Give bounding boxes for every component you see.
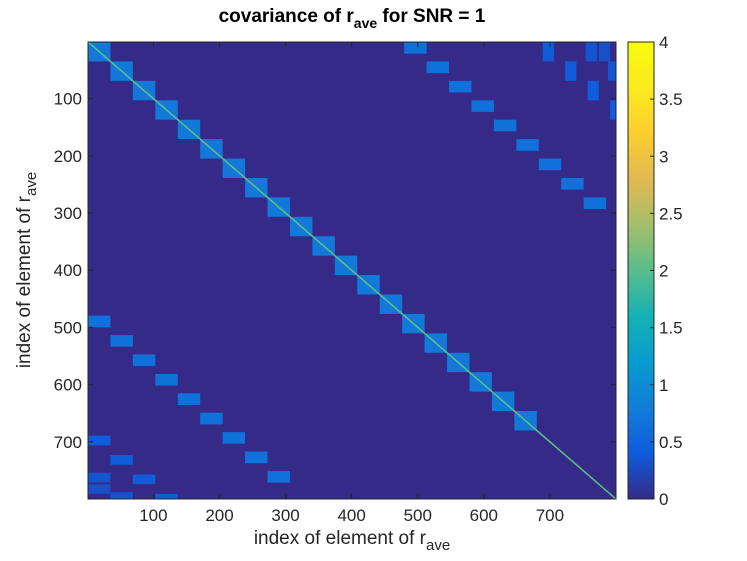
band-block [598,42,611,62]
band-block [608,61,616,81]
offdiag-block [245,451,268,464]
y-axis-label: index of element of rave [14,172,40,368]
offdiag-block [493,119,517,132]
y-tick-label: 300 [54,204,82,223]
y-tick-label: 200 [54,147,82,166]
band-block [132,474,156,485]
x-tick-label: 600 [470,506,498,525]
offdiag-block [222,432,246,444]
heatmap-cells [88,42,688,561]
x-tick-label: 200 [205,506,233,525]
band-block [565,61,577,81]
colorbar-tick-label: 1.5 [659,319,683,338]
offdiag-block [426,61,450,74]
colorbar-ticks: 0 0.5 1 1.5 2 2.5 3 3.5 4 [650,33,683,509]
band-block [88,435,111,446]
band-block [178,513,200,523]
offdiag-block [561,177,584,190]
offdiag-block [267,471,290,483]
x-tick-label: 100 [139,506,167,525]
y-tick-label: 600 [54,376,82,395]
colorbar-tick-label: 2 [659,262,668,281]
band-block [585,42,597,62]
plot-area [87,41,688,561]
offdiag-block [404,42,427,54]
band-block [110,492,133,499]
offdiag-block [583,197,607,210]
x-tick-label: 300 [271,506,299,525]
x-tick-label: 500 [404,506,432,525]
colorbar-tick-label: 4 [659,33,668,52]
band-block [110,504,132,514]
band-block [610,100,616,120]
offdiag-block [155,373,178,386]
x-axis-label: index of element of rave [254,528,450,554]
colorbar-tick-label: 1 [659,376,668,395]
offdiag-block [449,80,472,93]
y-tick-label: 500 [54,318,82,337]
offdiag-block [516,139,539,151]
chart-title: covariance of rave for SNR = 1 [219,6,486,31]
y-axis-ticks: 100 200 300 400 500 600 700 [54,90,616,452]
offdiag-block [538,158,562,171]
band-block [677,159,688,178]
band-block [88,484,111,494]
y-tick-label: 400 [54,261,82,280]
band-block [88,472,111,483]
offdiag-block [177,393,201,405]
offdiag-block [471,100,494,112]
offdiag-block [200,412,223,425]
diagonal-line [88,42,616,499]
band-block [223,552,245,561]
colorbar-tick-label: 2.5 [659,204,683,223]
colorbar-gradient [628,42,654,499]
y-tick-label: 700 [54,433,82,452]
y-tick-label: 100 [54,90,82,109]
x-axis-ticks: 100 200 300 400 500 600 700 [139,42,564,525]
colorbar: 0 0.5 1 1.5 2 2.5 3 3.5 4 [627,33,683,509]
band-block [542,42,554,62]
band-block [155,493,178,499]
band-block [200,533,222,543]
colorbar-tick-label: 3.5 [659,90,683,109]
offdiag-block [110,335,133,347]
band-block [587,80,599,101]
colorbar-tick-label: 0 [659,490,668,509]
offdiag-block [88,315,111,328]
offdiag-block [132,354,156,367]
colorbar-tick-label: 3 [659,147,668,166]
x-tick-label: 400 [337,506,365,525]
x-tick-label: 700 [536,506,564,525]
band-block [110,455,133,465]
colorbar-tick-label: 0.5 [659,433,683,452]
